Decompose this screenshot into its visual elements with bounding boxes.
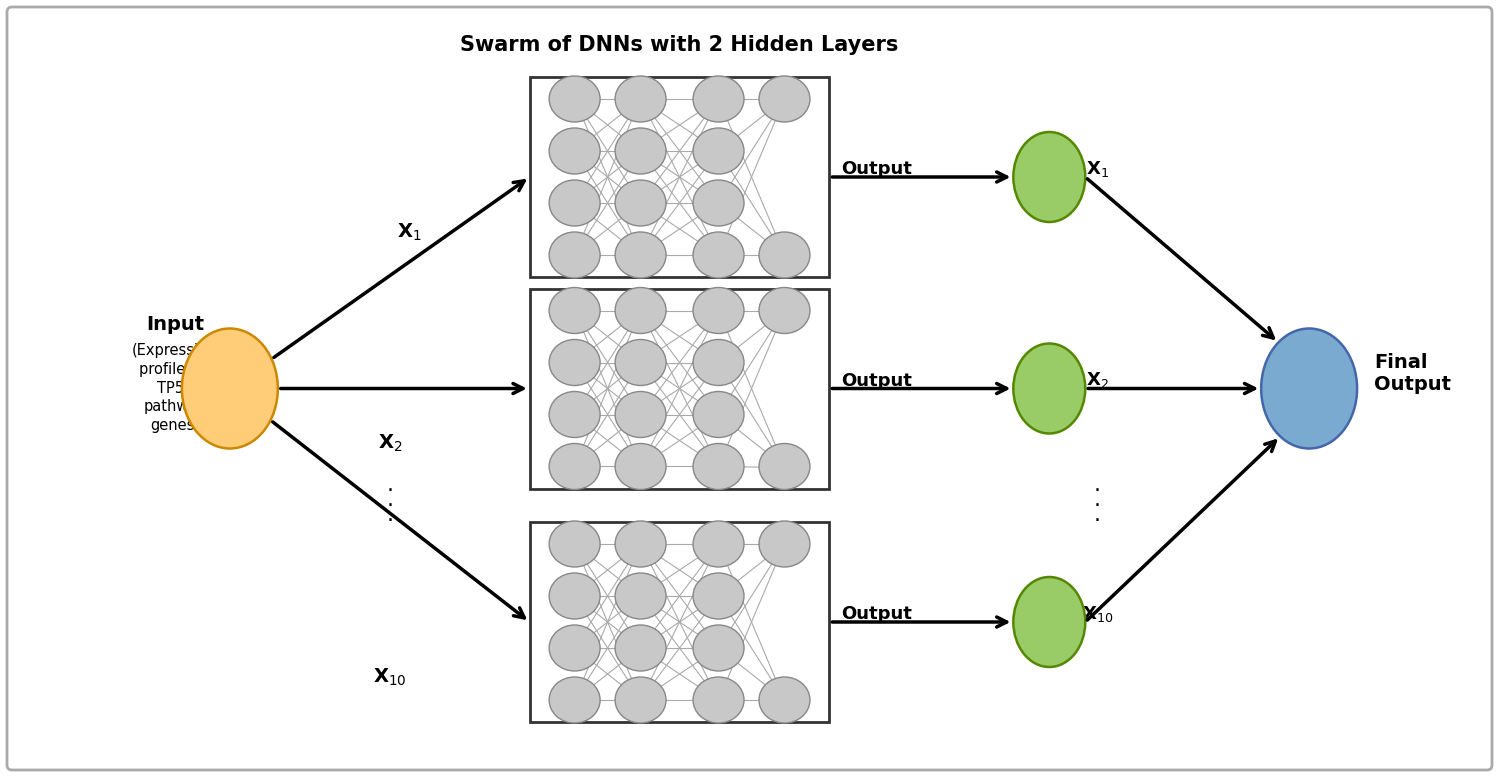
Text: Swarm of DNNs with 2 Hidden Layers: Swarm of DNNs with 2 Hidden Layers <box>460 35 899 55</box>
Ellipse shape <box>758 677 809 723</box>
Text: (Expression
profiles of
TP53
pathway
genes): (Expression profiles of TP53 pathway gen… <box>132 343 217 433</box>
Ellipse shape <box>549 128 600 174</box>
Ellipse shape <box>615 340 666 385</box>
Ellipse shape <box>693 128 744 174</box>
Ellipse shape <box>693 521 744 567</box>
Text: .
.
.: . . . <box>387 475 393 525</box>
Ellipse shape <box>181 329 277 448</box>
Ellipse shape <box>549 76 600 122</box>
Text: $\mathbf{X}_1$: $\mathbf{X}_1$ <box>397 221 423 242</box>
Ellipse shape <box>693 180 744 226</box>
Bar <box>529 77 829 277</box>
Text: .
.
.: . . . <box>1094 475 1100 525</box>
Ellipse shape <box>615 444 666 490</box>
Ellipse shape <box>693 287 744 333</box>
Ellipse shape <box>549 573 600 619</box>
FancyBboxPatch shape <box>7 7 1492 770</box>
Ellipse shape <box>549 180 600 226</box>
Ellipse shape <box>758 232 809 278</box>
Bar <box>529 288 829 489</box>
Text: Output: Output <box>841 371 911 389</box>
Text: $\mathbf{X}_2$: $\mathbf{X}_2$ <box>378 433 402 454</box>
Ellipse shape <box>615 677 666 723</box>
Ellipse shape <box>549 444 600 490</box>
Text: Input: Input <box>145 315 204 333</box>
Ellipse shape <box>615 76 666 122</box>
Ellipse shape <box>549 232 600 278</box>
Ellipse shape <box>615 573 666 619</box>
Bar <box>529 522 829 722</box>
Ellipse shape <box>549 392 600 437</box>
Text: Output: Output <box>841 160 911 178</box>
Ellipse shape <box>615 625 666 671</box>
Ellipse shape <box>615 232 666 278</box>
Ellipse shape <box>1013 577 1085 667</box>
Text: Final
Output: Final Output <box>1375 353 1451 394</box>
Ellipse shape <box>693 392 744 437</box>
Text: (x1 to x10): (x1 to x10) <box>616 85 744 105</box>
Ellipse shape <box>693 76 744 122</box>
Text: Output: Output <box>841 605 911 623</box>
Ellipse shape <box>615 392 666 437</box>
Ellipse shape <box>615 521 666 567</box>
Ellipse shape <box>615 128 666 174</box>
Ellipse shape <box>549 521 600 567</box>
Ellipse shape <box>615 180 666 226</box>
Ellipse shape <box>1013 132 1085 222</box>
Ellipse shape <box>549 677 600 723</box>
Ellipse shape <box>1013 343 1085 434</box>
Ellipse shape <box>693 573 744 619</box>
Text: $\mathbf{X}_{1}$: $\mathbf{X}_{1}$ <box>1085 159 1109 179</box>
Text: $\mathbf{X}_{2}$: $\mathbf{X}_{2}$ <box>1085 371 1109 391</box>
Ellipse shape <box>615 287 666 333</box>
Text: $\mathbf{X}_{10}$: $\mathbf{X}_{10}$ <box>373 667 406 688</box>
Ellipse shape <box>549 340 600 385</box>
Ellipse shape <box>693 340 744 385</box>
Ellipse shape <box>693 444 744 490</box>
Ellipse shape <box>549 287 600 333</box>
Ellipse shape <box>693 677 744 723</box>
Ellipse shape <box>758 76 809 122</box>
Ellipse shape <box>693 625 744 671</box>
Ellipse shape <box>1261 329 1357 448</box>
Ellipse shape <box>549 625 600 671</box>
Ellipse shape <box>758 521 809 567</box>
Ellipse shape <box>693 232 744 278</box>
Ellipse shape <box>758 444 809 490</box>
Text: $\mathbf{X}_{10}$: $\mathbf{X}_{10}$ <box>1082 604 1112 624</box>
Ellipse shape <box>758 287 809 333</box>
